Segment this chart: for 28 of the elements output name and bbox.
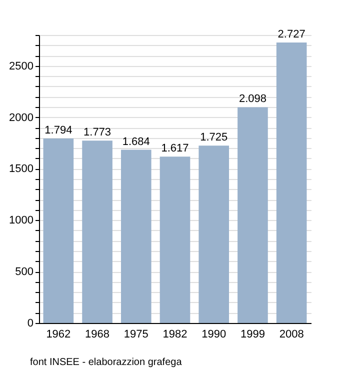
x-tick-label: 2008 [279, 328, 304, 340]
data-label: 1.725 [200, 132, 228, 144]
data-label: 1.773 [84, 126, 112, 139]
data-label: 1.617 [161, 142, 189, 155]
y-tick-label: 500 [15, 266, 34, 278]
bar [43, 138, 74, 323]
y-tick-label: 1000 [9, 214, 34, 227]
bar [276, 42, 307, 323]
bar [82, 140, 112, 323]
data-label: 2.727 [278, 28, 306, 41]
bar [160, 156, 190, 323]
bar [120, 150, 152, 323]
x-tick-label: 1982 [162, 328, 188, 340]
x-tick-label: 1990 [202, 328, 226, 340]
bar [198, 146, 230, 323]
x-tick-label: 1968 [85, 328, 110, 340]
y-tick-label: 2000 [9, 112, 34, 124]
y-tick-label: 0 [27, 318, 34, 330]
x-tick-label: 1999 [240, 328, 265, 340]
x-tick-label: 1975 [124, 328, 148, 340]
data-label: 1.794 [44, 124, 72, 136]
y-tick-label: 1500 [9, 163, 34, 176]
y-tick-label: 2500 [9, 60, 34, 72]
text: font INSEE - elaborazzion grafega [30, 357, 183, 368]
data-label: 2.098 [238, 93, 266, 106]
bar [238, 107, 268, 323]
data-label: 1.684 [122, 136, 150, 148]
x-tick-label: 1962 [46, 328, 71, 340]
